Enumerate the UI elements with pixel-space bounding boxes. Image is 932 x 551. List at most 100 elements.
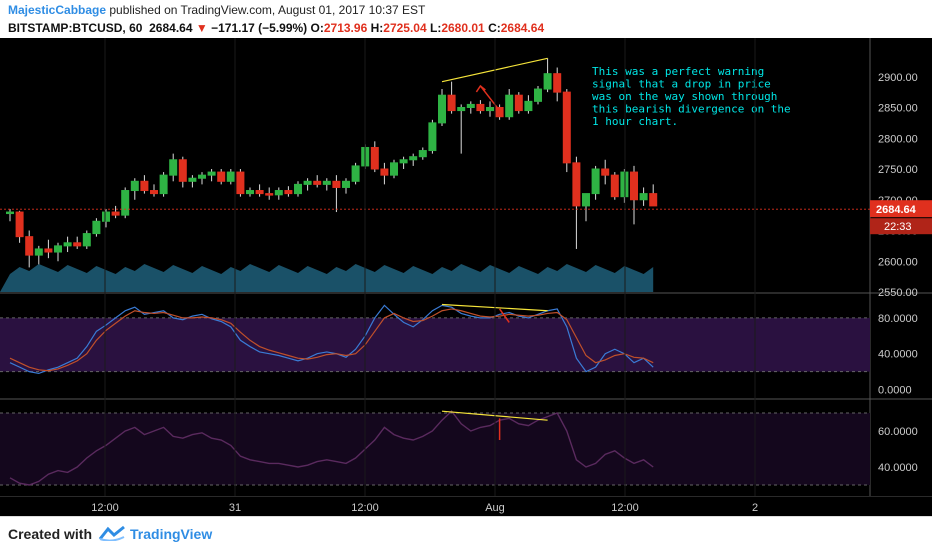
candle-body: [649, 193, 658, 207]
time-tick-label: Aug: [485, 502, 505, 514]
annotation-line: This was a perfect warning: [592, 65, 764, 78]
price-change: −171.17 (−5.99%): [211, 21, 308, 35]
time-tick-label: 31: [229, 502, 241, 514]
candle-body: [188, 177, 197, 182]
candle-body: [630, 171, 638, 201]
candle-body: [226, 171, 235, 182]
red-arrow-icon: [498, 308, 510, 323]
candle-body: [92, 220, 101, 235]
price-tick-label: 2600.00: [878, 256, 918, 268]
close-value: 2684.64: [500, 21, 545, 35]
down-arrow-icon: ▼: [195, 21, 208, 35]
annotation-line: this bearish divergence on the: [592, 103, 791, 116]
candle-body: [466, 103, 475, 109]
candle-body: [390, 162, 398, 176]
last-price-badge: [870, 200, 932, 218]
tradingview-logo-icon: [98, 525, 126, 541]
candle-body: [82, 233, 91, 247]
price-axis: [870, 38, 932, 516]
candle-body: [265, 193, 274, 196]
candle-body: [370, 146, 379, 170]
open-value: 2713.96: [323, 21, 368, 35]
candle-body: [476, 103, 485, 112]
low-label: L:: [430, 21, 442, 35]
chart-svg[interactable]: 2900.002850.002800.002750.002700.002650.…: [0, 38, 932, 516]
price-tick-label: 2900.00: [878, 72, 918, 84]
created-with-text: Created with: [8, 526, 93, 542]
candle-body: [438, 94, 446, 124]
author-link[interactable]: MajesticCabbage: [8, 3, 107, 17]
candle-body: [543, 73, 552, 90]
chart-header: MajesticCabbage published on TradingView…: [0, 0, 932, 38]
candle-body: [159, 174, 168, 195]
last-price: 2684.64: [149, 21, 193, 35]
candle-body: [246, 190, 254, 195]
candle-body: [534, 88, 542, 102]
candle-body: [409, 156, 418, 161]
candle-body: [169, 159, 178, 176]
open-label: O:: [310, 21, 324, 35]
candle-body: [380, 168, 389, 176]
candle-body: [601, 168, 610, 176]
red-arrow-icon: [479, 85, 501, 112]
candle-body: [274, 190, 283, 196]
candle-body: [102, 211, 110, 222]
candle-body: [178, 159, 187, 182]
candle-body: [322, 180, 331, 185]
candle-body: [399, 159, 408, 164]
countdown-badge-text: 22:33: [884, 221, 912, 233]
high-value: 2725.04: [383, 21, 427, 35]
candle-body: [332, 180, 341, 188]
candle-body: [505, 94, 514, 118]
candle-body: [236, 171, 245, 195]
price-tick-label: 2750.00: [878, 164, 918, 176]
rsi-tick-label: 60.0000: [878, 426, 918, 438]
rsi-tick-label: 40.0000: [878, 462, 918, 474]
candle-body: [294, 183, 302, 195]
candle-body: [150, 190, 158, 195]
candle-body: [418, 150, 427, 158]
stoch-line: [9, 304, 654, 375]
candle-body: [73, 242, 82, 247]
candle-body: [130, 180, 139, 192]
candle-body: [610, 174, 619, 198]
candle-body: [54, 245, 62, 253]
low-value: 2680.01: [441, 21, 485, 35]
rsi-line: [9, 410, 654, 486]
candle-body: [284, 190, 293, 195]
tradingview-brand[interactable]: TradingView: [130, 526, 213, 542]
candle-body: [351, 165, 360, 182]
publish-info: MajesticCabbage published on TradingView…: [8, 3, 425, 17]
chart-area[interactable]: 2900.002850.002800.002750.002700.002650.…: [0, 38, 932, 516]
stoch-tick-label: 40.0000: [878, 349, 918, 361]
candle-body: [6, 211, 14, 215]
candle-body: [140, 180, 149, 192]
candle-body: [63, 242, 72, 247]
time-tick-label: 12:00: [351, 502, 379, 514]
candle-body: [217, 171, 226, 182]
candle-body: [591, 168, 600, 195]
arrow-head-icon: [475, 84, 486, 93]
candle-body: [25, 236, 34, 256]
price-tick-label: 2800.00: [878, 133, 918, 145]
time-tick-label: 12:00: [611, 502, 639, 514]
ohlc-legend: BITSTAMP:BTCUSD, 60 2684.64 ▼ −171.17 (−…: [8, 21, 544, 35]
annotation-line: was on the way shown through: [592, 90, 777, 103]
candle-body: [313, 180, 322, 185]
stoch-tick-label: 80.0000: [878, 313, 918, 325]
candle-body: [44, 248, 53, 253]
candle-body: [303, 180, 312, 185]
close-label: C:: [488, 21, 501, 35]
candle-body: [15, 211, 24, 238]
candle-body: [428, 122, 437, 152]
candle-body: [111, 211, 120, 216]
footer: Created with TradingView: [0, 516, 932, 551]
volume-area: [0, 264, 654, 292]
candle-body: [457, 107, 466, 112]
time-axis: [0, 497, 932, 516]
candle-body: [342, 180, 350, 188]
price-tick-label: 2550.00: [878, 287, 918, 299]
countdown-badge: [870, 218, 932, 235]
candle-body: [207, 171, 216, 176]
